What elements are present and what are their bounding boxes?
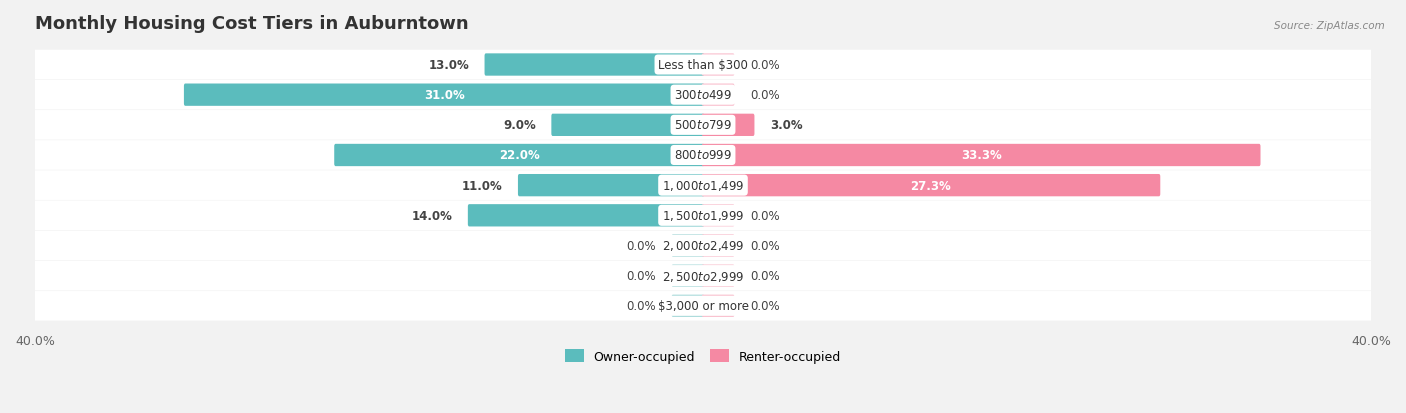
FancyBboxPatch shape xyxy=(702,205,734,227)
Text: 0.0%: 0.0% xyxy=(627,299,657,313)
FancyBboxPatch shape xyxy=(30,111,1376,140)
FancyBboxPatch shape xyxy=(517,175,704,197)
Text: 9.0%: 9.0% xyxy=(503,119,536,132)
Text: 0.0%: 0.0% xyxy=(627,269,657,282)
Text: $300 to $499: $300 to $499 xyxy=(673,89,733,102)
FancyBboxPatch shape xyxy=(30,81,1376,110)
Text: $800 to $999: $800 to $999 xyxy=(673,149,733,162)
FancyBboxPatch shape xyxy=(702,235,734,257)
FancyBboxPatch shape xyxy=(485,54,704,76)
Text: 0.0%: 0.0% xyxy=(749,299,779,313)
FancyBboxPatch shape xyxy=(702,145,1261,167)
Text: $2,500 to $2,999: $2,500 to $2,999 xyxy=(662,269,744,283)
FancyBboxPatch shape xyxy=(30,201,1376,230)
FancyBboxPatch shape xyxy=(672,235,704,257)
FancyBboxPatch shape xyxy=(468,205,704,227)
Text: 3.0%: 3.0% xyxy=(770,119,803,132)
FancyBboxPatch shape xyxy=(30,51,1376,80)
Text: 31.0%: 31.0% xyxy=(423,89,464,102)
FancyBboxPatch shape xyxy=(184,84,704,107)
Text: 13.0%: 13.0% xyxy=(429,59,470,72)
Text: 0.0%: 0.0% xyxy=(627,240,657,252)
FancyBboxPatch shape xyxy=(30,291,1376,321)
FancyBboxPatch shape xyxy=(335,145,704,167)
FancyBboxPatch shape xyxy=(30,171,1376,200)
Text: 0.0%: 0.0% xyxy=(749,269,779,282)
Text: $500 to $799: $500 to $799 xyxy=(673,119,733,132)
FancyBboxPatch shape xyxy=(702,175,1160,197)
Text: $2,000 to $2,499: $2,000 to $2,499 xyxy=(662,239,744,253)
Text: 22.0%: 22.0% xyxy=(499,149,540,162)
Text: Less than $300: Less than $300 xyxy=(658,59,748,72)
FancyBboxPatch shape xyxy=(30,261,1376,291)
Text: Source: ZipAtlas.com: Source: ZipAtlas.com xyxy=(1274,21,1385,31)
Text: 11.0%: 11.0% xyxy=(461,179,502,192)
FancyBboxPatch shape xyxy=(702,84,734,107)
FancyBboxPatch shape xyxy=(30,141,1376,170)
Text: 0.0%: 0.0% xyxy=(749,209,779,222)
FancyBboxPatch shape xyxy=(702,295,734,317)
FancyBboxPatch shape xyxy=(702,54,734,76)
Text: $1,000 to $1,499: $1,000 to $1,499 xyxy=(662,179,744,193)
Text: 0.0%: 0.0% xyxy=(749,240,779,252)
FancyBboxPatch shape xyxy=(30,231,1376,261)
Legend: Owner-occupied, Renter-occupied: Owner-occupied, Renter-occupied xyxy=(560,344,846,368)
Text: 27.3%: 27.3% xyxy=(911,179,952,192)
FancyBboxPatch shape xyxy=(702,265,734,287)
FancyBboxPatch shape xyxy=(702,114,755,137)
Text: 0.0%: 0.0% xyxy=(749,59,779,72)
Text: 33.3%: 33.3% xyxy=(960,149,1001,162)
Text: 0.0%: 0.0% xyxy=(749,89,779,102)
Text: Monthly Housing Cost Tiers in Auburntown: Monthly Housing Cost Tiers in Auburntown xyxy=(35,15,468,33)
Text: 14.0%: 14.0% xyxy=(412,209,453,222)
FancyBboxPatch shape xyxy=(551,114,704,137)
FancyBboxPatch shape xyxy=(672,295,704,317)
FancyBboxPatch shape xyxy=(672,265,704,287)
Text: $1,500 to $1,999: $1,500 to $1,999 xyxy=(662,209,744,223)
Text: $3,000 or more: $3,000 or more xyxy=(658,299,748,313)
